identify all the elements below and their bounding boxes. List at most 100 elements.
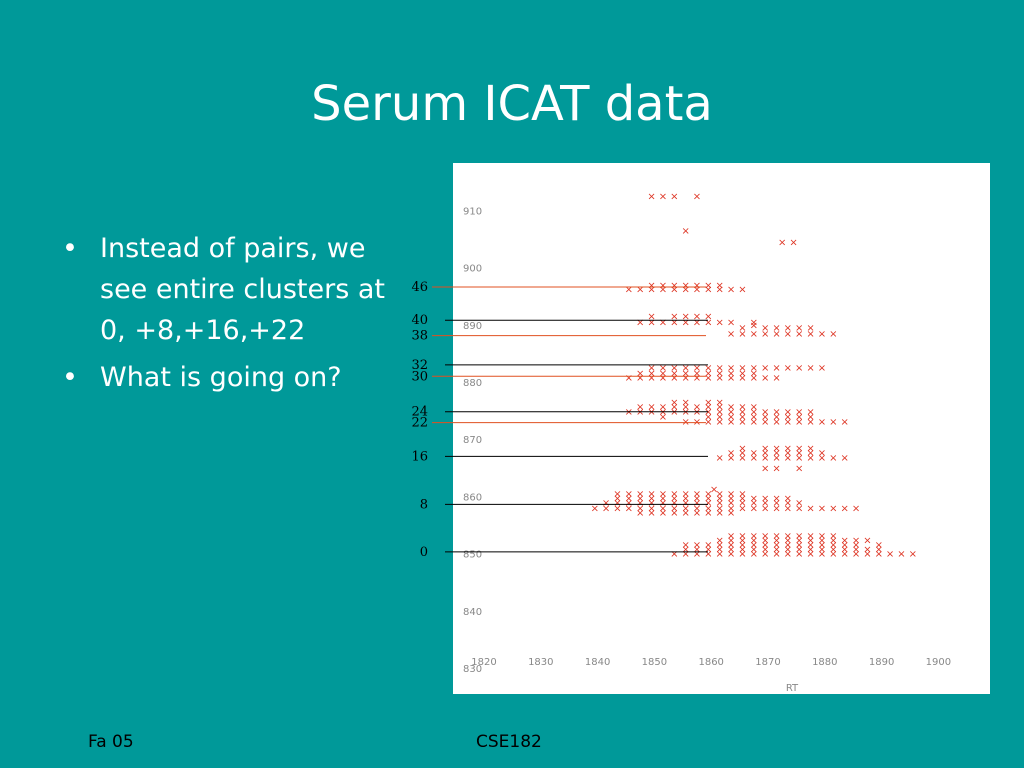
data-point: ×	[818, 531, 826, 542]
data-point: ×	[704, 508, 712, 519]
data-point: ×	[784, 412, 792, 423]
data-point: ×	[772, 363, 780, 374]
data-point: ×	[750, 407, 758, 418]
data-point: ×	[829, 535, 837, 546]
data-point: ×	[863, 545, 871, 556]
data-point: ×	[716, 503, 724, 514]
data-point: ×	[795, 498, 803, 509]
data-point: ×	[750, 373, 758, 384]
data-point: ×	[636, 317, 644, 328]
data-point: ×	[693, 503, 701, 514]
data-point: ×	[818, 540, 826, 551]
data-point: ×	[772, 498, 780, 509]
data-point: ×	[613, 489, 621, 500]
bullet-item: • What is going on?	[62, 357, 392, 398]
data-point: ×	[693, 317, 701, 328]
annotation-label: 30	[411, 369, 428, 384]
data-point: ×	[750, 317, 758, 328]
data-point: ×	[727, 453, 735, 464]
data-point: ×	[727, 489, 735, 500]
data-point: ×	[704, 498, 712, 509]
data-point: ×	[681, 368, 689, 379]
data-point: ×	[659, 402, 667, 413]
data-point: ×	[613, 503, 621, 514]
data-point: ×	[716, 498, 724, 509]
data-point: ×	[693, 312, 701, 323]
data-point: ×	[659, 280, 667, 291]
data-point: ×	[647, 280, 655, 291]
data-point: ×	[852, 503, 860, 514]
data-point: ×	[625, 373, 633, 384]
data-point: ×	[613, 494, 621, 505]
y-tick-label: 910	[463, 206, 482, 217]
data-point: ×	[772, 494, 780, 505]
annotation-label: 8	[420, 497, 428, 512]
data-point: ×	[795, 407, 803, 418]
data-point: ×	[784, 448, 792, 459]
annotation-label: 0	[420, 545, 428, 560]
x-tick-label: 1840	[585, 657, 610, 668]
data-point: ×	[795, 531, 803, 542]
data-point: ×	[738, 323, 746, 334]
data-point: ×	[738, 535, 746, 546]
data-point: ×	[840, 545, 848, 556]
data-point: ×	[716, 373, 724, 384]
data-point: ×	[625, 489, 633, 500]
data-point: ×	[704, 284, 712, 295]
data-point: ×	[693, 498, 701, 509]
data-point: ×	[750, 549, 758, 560]
data-point: ×	[829, 540, 837, 551]
data-point: ×	[670, 284, 678, 295]
data-point: ×	[795, 540, 803, 551]
data-point: ×	[647, 402, 655, 413]
data-point: ×	[727, 498, 735, 509]
data-point: ×	[761, 498, 769, 509]
data-point: ×	[647, 489, 655, 500]
data-point: ×	[738, 545, 746, 556]
x-tick-label: 1900	[926, 657, 951, 668]
data-point: ×	[818, 453, 826, 464]
data-point: ×	[704, 280, 712, 291]
bullet-symbol: •	[62, 362, 78, 393]
data-point: ×	[761, 545, 769, 556]
data-point: ×	[852, 549, 860, 560]
data-point: ×	[693, 192, 701, 203]
data-point: ×	[738, 540, 746, 551]
data-point: ×	[761, 329, 769, 340]
data-point: ×	[636, 368, 644, 379]
annotation-label: 40	[411, 313, 428, 328]
data-point: ×	[693, 373, 701, 384]
data-point: ×	[670, 549, 678, 560]
annotation-label: 24	[411, 405, 428, 420]
data-point: ×	[704, 402, 712, 413]
data-point: ×	[795, 412, 803, 423]
data-point: ×	[636, 498, 644, 509]
data-point: ×	[795, 545, 803, 556]
annotation-label: 16	[411, 449, 428, 464]
bullet-symbol: •	[62, 233, 78, 264]
data-point: ×	[818, 503, 826, 514]
x-tick-label: 1870	[755, 657, 780, 668]
data-point: ×	[727, 368, 735, 379]
data-point: ×	[875, 540, 883, 551]
data-point: ×	[681, 226, 689, 237]
data-point: ×	[875, 549, 883, 560]
data-point: ×	[829, 549, 837, 560]
data-point: ×	[863, 535, 871, 546]
data-point: ×	[761, 373, 769, 384]
data-point: ×	[636, 503, 644, 514]
data-point: ×	[806, 453, 814, 464]
data-point: ×	[795, 417, 803, 428]
data-point: ×	[647, 284, 655, 295]
data-point: ×	[727, 407, 735, 418]
data-point: ×	[693, 545, 701, 556]
data-point: ×	[784, 417, 792, 428]
data-point: ×	[716, 545, 724, 556]
data-point: ×	[738, 489, 746, 500]
data-point: ×	[840, 549, 848, 560]
annotation-label: 32	[411, 358, 428, 373]
data-point: ×	[659, 407, 667, 418]
data-point: ×	[613, 498, 621, 509]
data-point: ×	[704, 363, 712, 374]
data-point: ×	[772, 443, 780, 454]
